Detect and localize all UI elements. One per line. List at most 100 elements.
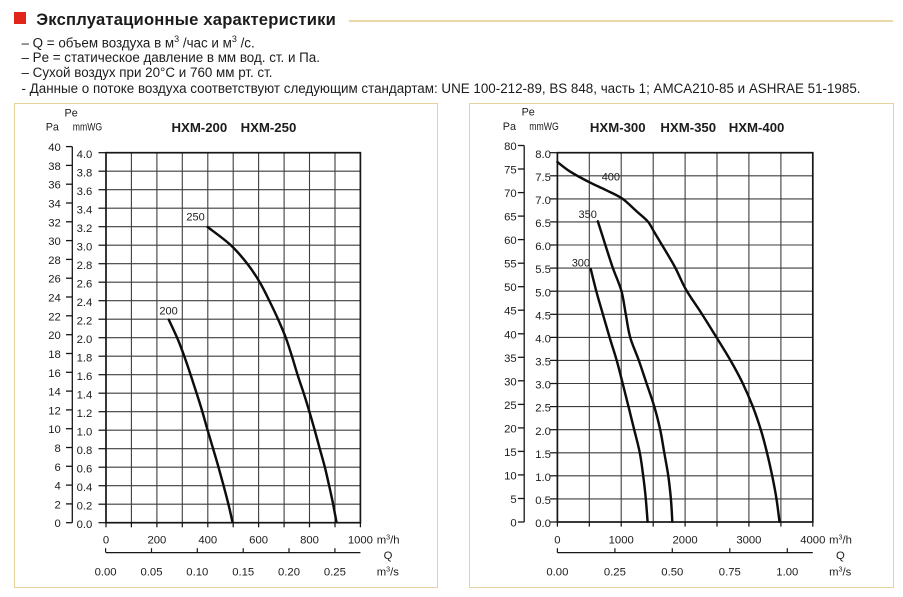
svg-text:3.5: 3.5	[535, 357, 551, 369]
svg-text:0.00: 0.00	[95, 566, 117, 578]
svg-text:0: 0	[55, 518, 61, 530]
svg-text:0.50: 0.50	[661, 566, 683, 578]
svg-text:30: 30	[48, 236, 61, 248]
svg-text:34: 34	[48, 199, 61, 211]
svg-text:65: 65	[504, 212, 517, 224]
svg-text:4.5: 4.5	[535, 310, 551, 322]
svg-text:300: 300	[572, 257, 590, 269]
svg-text:2.6: 2.6	[77, 278, 93, 290]
svg-text:3.0: 3.0	[535, 380, 551, 392]
svg-text:5.0: 5.0	[535, 287, 551, 299]
svg-text:32: 32	[48, 217, 61, 229]
svg-text:HXM-400: HXM-400	[729, 120, 785, 135]
svg-text:40: 40	[504, 329, 517, 341]
svg-text:0.5: 0.5	[535, 495, 551, 507]
svg-text:0: 0	[510, 518, 516, 530]
svg-text:400: 400	[198, 535, 217, 547]
svg-text:5.5: 5.5	[535, 264, 551, 276]
svg-text:3.2: 3.2	[77, 223, 93, 235]
svg-text:Pa: Pa	[503, 121, 516, 133]
svg-text:7.0: 7.0	[535, 195, 551, 207]
svg-text:35: 35	[504, 353, 517, 365]
svg-text:HXM-300: HXM-300	[590, 120, 646, 135]
svg-text:600: 600	[249, 535, 268, 547]
svg-text:2.2: 2.2	[77, 315, 93, 327]
svg-text:m3/h: m3/h	[377, 532, 400, 546]
svg-text:0.2: 0.2	[77, 500, 93, 512]
svg-text:0.6: 0.6	[77, 463, 93, 475]
svg-text:4.0: 4.0	[535, 334, 551, 346]
svg-text:0: 0	[554, 535, 560, 547]
svg-text:8: 8	[55, 443, 61, 455]
svg-text:22: 22	[48, 311, 61, 323]
svg-text:2.8: 2.8	[77, 260, 93, 272]
svg-text:2.0: 2.0	[535, 426, 551, 438]
svg-text:1000: 1000	[348, 535, 373, 547]
svg-text:Pe: Pe	[65, 108, 78, 120]
svg-text:7.5: 7.5	[535, 172, 551, 184]
svg-text:15: 15	[504, 447, 517, 459]
svg-text:0.75: 0.75	[719, 566, 741, 578]
svg-text:Q: Q	[384, 550, 393, 562]
svg-text:4000: 4000	[800, 535, 825, 547]
svg-text:250: 250	[186, 212, 204, 224]
svg-text:Pa: Pa	[46, 122, 59, 134]
svg-text:4: 4	[55, 481, 61, 493]
svg-text:200: 200	[147, 535, 166, 547]
svg-text:0.8: 0.8	[77, 445, 93, 457]
svg-text:5: 5	[510, 494, 516, 506]
svg-text:36: 36	[48, 180, 61, 192]
svg-text:10: 10	[48, 424, 61, 436]
svg-text:6: 6	[55, 462, 61, 474]
svg-text:3.4: 3.4	[77, 204, 93, 216]
svg-text:50: 50	[504, 282, 517, 294]
svg-text:25: 25	[504, 400, 517, 412]
svg-text:20: 20	[48, 330, 61, 342]
svg-text:38: 38	[48, 161, 61, 173]
svg-text:400: 400	[602, 171, 620, 183]
svg-text:3.8: 3.8	[77, 167, 93, 179]
svg-text:30: 30	[504, 376, 517, 388]
svg-text:0.25: 0.25	[604, 566, 626, 578]
svg-text:HXM-250: HXM-250	[241, 120, 297, 135]
svg-text:Pe: Pe	[522, 107, 535, 119]
svg-text:mmWG: mmWG	[529, 121, 559, 133]
svg-text:16: 16	[48, 368, 61, 380]
svg-text:0: 0	[103, 535, 109, 547]
svg-text:0.0: 0.0	[535, 518, 551, 530]
svg-text:12: 12	[48, 405, 61, 417]
svg-text:70: 70	[504, 188, 517, 200]
svg-text:HXM-200: HXM-200	[172, 120, 228, 135]
svg-text:1.00: 1.00	[776, 566, 798, 578]
svg-text:0.20: 0.20	[278, 566, 300, 578]
svg-text:Q: Q	[836, 550, 845, 562]
svg-text:0.05: 0.05	[141, 566, 163, 578]
svg-text:200: 200	[159, 305, 177, 317]
svg-text:2: 2	[55, 499, 61, 511]
svg-text:6.5: 6.5	[535, 218, 551, 230]
svg-text:2.0: 2.0	[77, 334, 93, 346]
svg-text:350: 350	[579, 209, 597, 221]
svg-text:HXM-350: HXM-350	[660, 120, 716, 135]
svg-text:4.0: 4.0	[77, 149, 93, 161]
svg-text:0.0: 0.0	[77, 519, 93, 531]
svg-text:3.0: 3.0	[77, 241, 93, 253]
svg-text:1.8: 1.8	[77, 352, 93, 364]
svg-text:24: 24	[48, 293, 61, 305]
svg-text:10: 10	[504, 470, 517, 482]
svg-text:3.6: 3.6	[77, 186, 93, 198]
svg-text:26: 26	[48, 274, 61, 286]
svg-text:1.0: 1.0	[77, 426, 93, 438]
svg-text:0.00: 0.00	[546, 566, 568, 578]
svg-text:28: 28	[48, 255, 61, 267]
svg-text:14: 14	[48, 387, 61, 399]
svg-text:2000: 2000	[673, 535, 698, 547]
svg-text:6.0: 6.0	[535, 241, 551, 253]
svg-text:0.25: 0.25	[324, 566, 346, 578]
svg-text:80: 80	[504, 141, 517, 153]
svg-text:0.4: 0.4	[77, 482, 93, 494]
svg-text:2.4: 2.4	[77, 297, 93, 309]
svg-text:40: 40	[48, 142, 61, 154]
svg-text:m3/s: m3/s	[377, 564, 400, 578]
svg-text:55: 55	[504, 259, 517, 271]
